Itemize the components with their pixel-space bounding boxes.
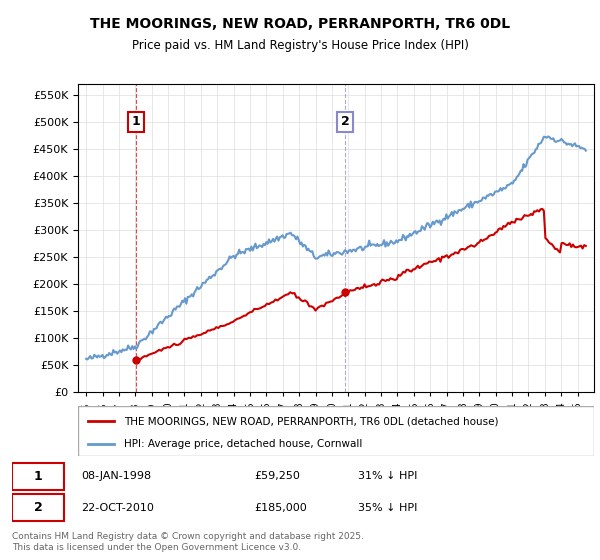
Text: £59,250: £59,250	[254, 472, 300, 482]
Text: Price paid vs. HM Land Registry's House Price Index (HPI): Price paid vs. HM Land Registry's House …	[131, 39, 469, 52]
Text: HPI: Average price, detached house, Cornwall: HPI: Average price, detached house, Corn…	[124, 439, 363, 449]
Text: 2: 2	[341, 115, 350, 128]
Text: 1: 1	[34, 470, 42, 483]
FancyBboxPatch shape	[12, 494, 64, 521]
Text: 1: 1	[131, 115, 140, 128]
Text: 31% ↓ HPI: 31% ↓ HPI	[358, 472, 417, 482]
Text: 2: 2	[34, 501, 42, 514]
Text: 35% ↓ HPI: 35% ↓ HPI	[358, 503, 417, 513]
FancyBboxPatch shape	[78, 406, 594, 456]
Text: 22-OCT-2010: 22-OCT-2010	[81, 503, 154, 513]
FancyBboxPatch shape	[12, 463, 64, 490]
Text: THE MOORINGS, NEW ROAD, PERRANPORTH, TR6 0DL (detached house): THE MOORINGS, NEW ROAD, PERRANPORTH, TR6…	[124, 416, 499, 426]
Text: 08-JAN-1998: 08-JAN-1998	[81, 472, 151, 482]
Text: THE MOORINGS, NEW ROAD, PERRANPORTH, TR6 0DL: THE MOORINGS, NEW ROAD, PERRANPORTH, TR6…	[90, 17, 510, 31]
Text: £185,000: £185,000	[254, 503, 307, 513]
Text: Contains HM Land Registry data © Crown copyright and database right 2025.
This d: Contains HM Land Registry data © Crown c…	[12, 532, 364, 552]
